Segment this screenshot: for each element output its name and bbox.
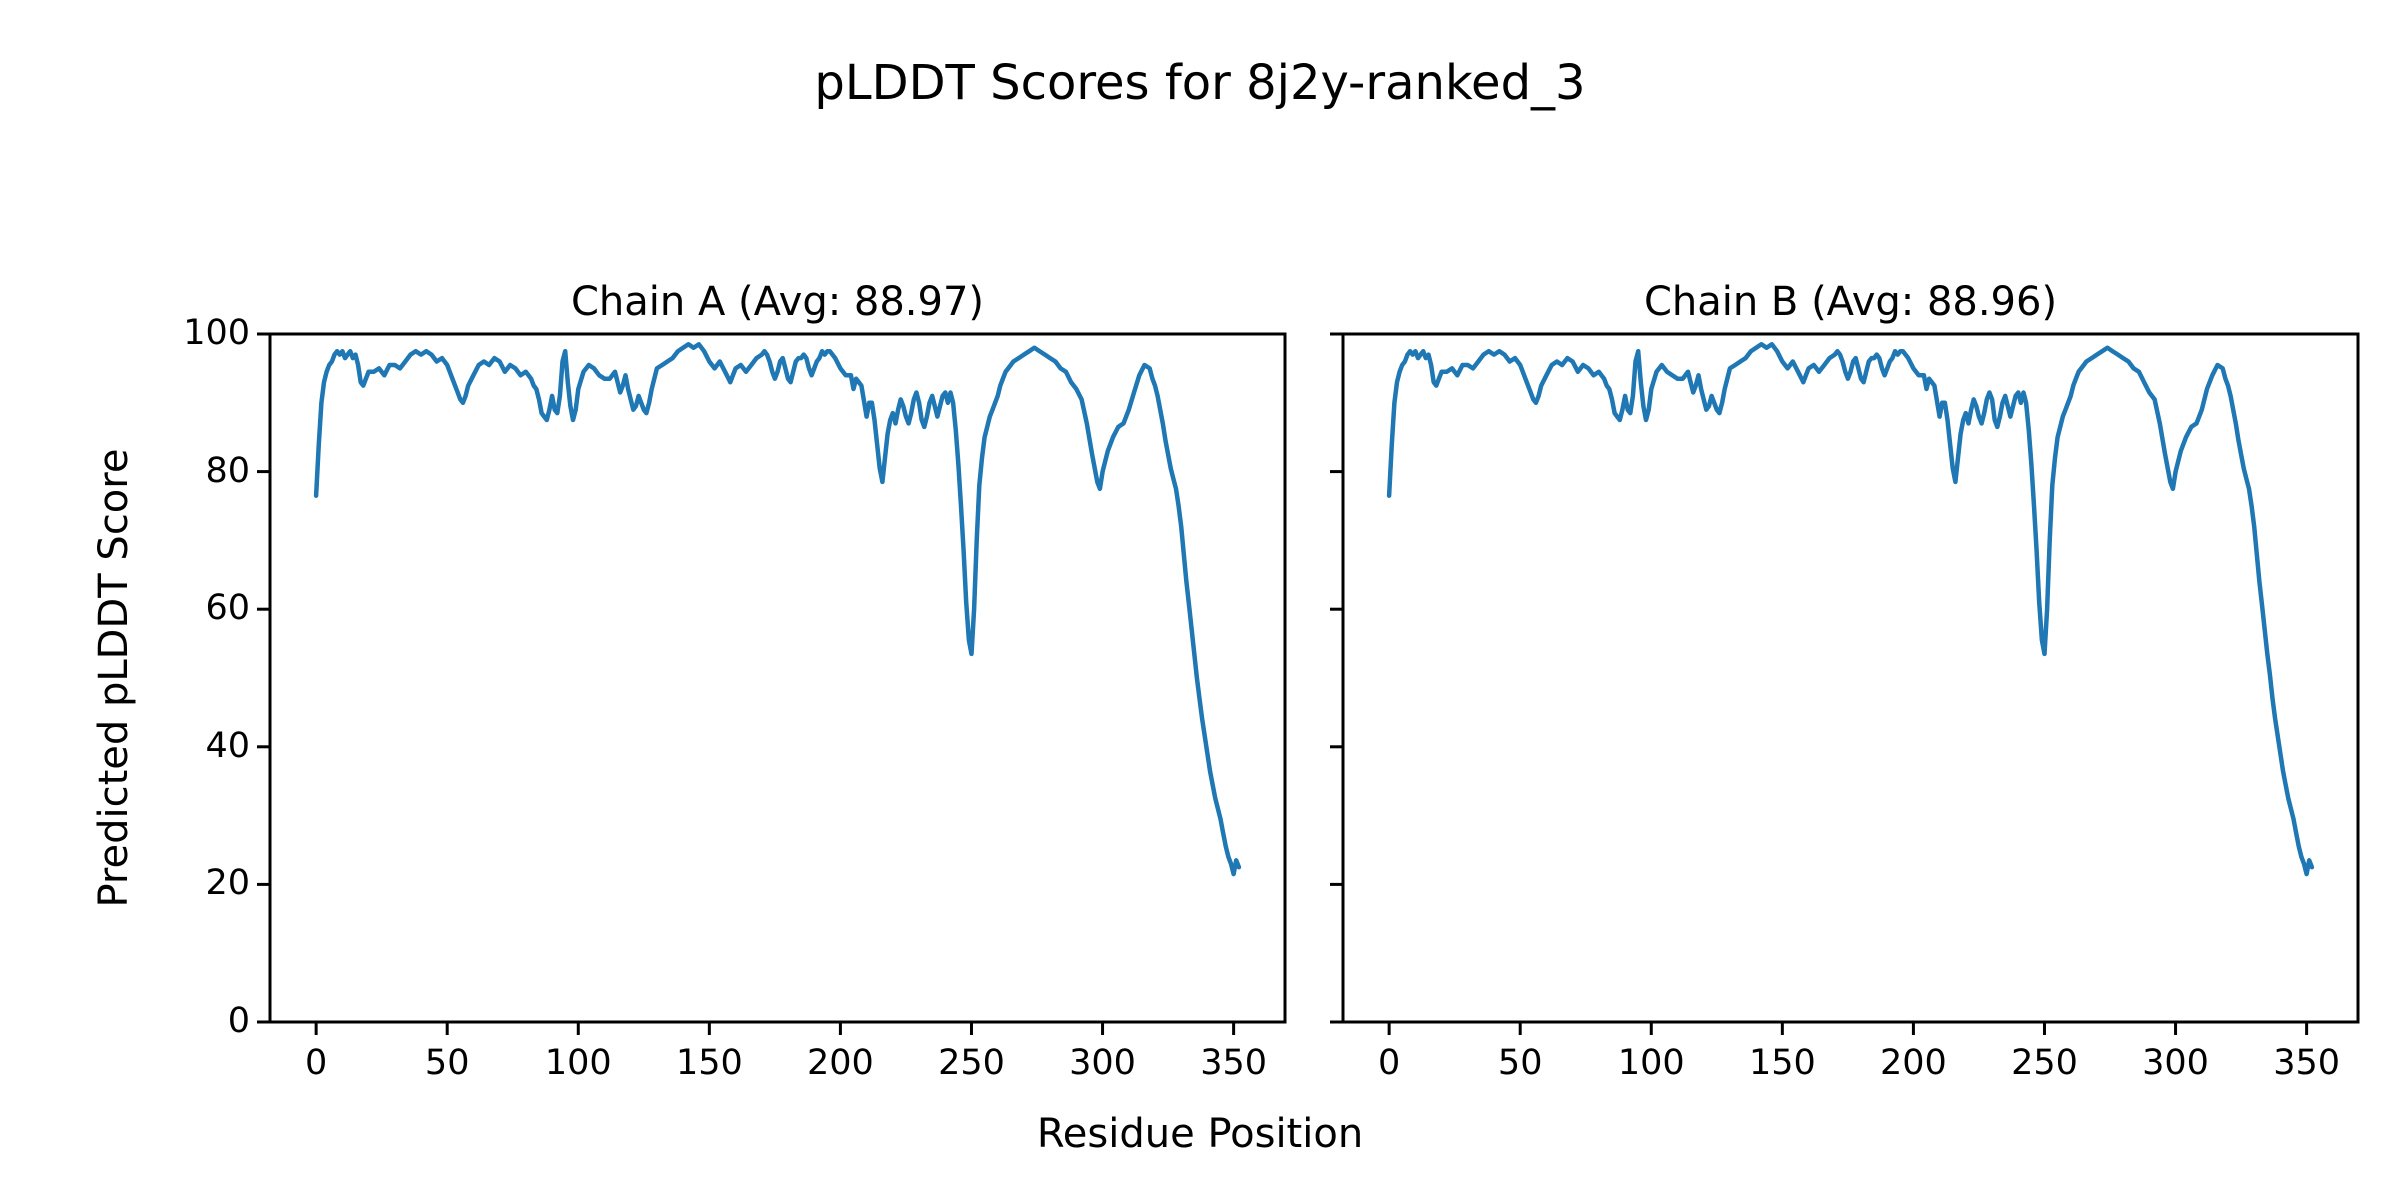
chain-b-x-tick-label: 0 bbox=[1377, 1043, 1401, 1083]
chain-a-y-tick-label: 20 bbox=[205, 863, 250, 904]
chain-a-axes-frame bbox=[268, 332, 1287, 1024]
chain-a-x-tick-label: 300 bbox=[1069, 1043, 1136, 1083]
chain-b-x-tick-label: 350 bbox=[2273, 1043, 2341, 1083]
subplot-chain-a-title: Chain A (Avg: 88.97) bbox=[570, 279, 985, 325]
chain-a-plddt-line bbox=[313, 342, 1242, 877]
chain-a-x-tick-label: 200 bbox=[807, 1043, 874, 1083]
chain-a-x-tick-label: 250 bbox=[938, 1043, 1005, 1083]
chain-b-x-tick-label: 50 bbox=[1497, 1043, 1543, 1083]
chain-a-y-tick-label: 100 bbox=[183, 313, 250, 353]
chain-b-x-tick-label: 150 bbox=[1748, 1043, 1816, 1083]
chain-a-y-tick-label: 40 bbox=[205, 725, 250, 766]
x-axis-label: Residue Position bbox=[1036, 1111, 1364, 1157]
chain-a-x-tick-label: 150 bbox=[675, 1043, 743, 1083]
chain-b-plddt-line bbox=[1386, 342, 2315, 877]
chain-b-x-tick-label: 100 bbox=[1617, 1043, 1685, 1083]
chain-a-y-tick-label: 60 bbox=[205, 588, 250, 629]
chain-a-x-tick-label: 350 bbox=[1200, 1043, 1268, 1083]
chain-a-y-tick-label: 0 bbox=[227, 1001, 250, 1041]
chain-a-y-tick-label: 80 bbox=[205, 450, 250, 491]
subplot-chain-b-title: Chain B (Avg: 88.96) bbox=[1643, 279, 2058, 325]
chain-a-x-tick-label: 0 bbox=[304, 1043, 328, 1083]
chain-b-x-tick-label: 300 bbox=[2142, 1043, 2209, 1083]
figure-title: pLDDT Scores for 8j2y-ranked_3 bbox=[814, 55, 1586, 111]
chain-b-axes-frame bbox=[1341, 332, 2360, 1024]
chain-a-x-tick-label: 50 bbox=[424, 1043, 470, 1083]
chain-a-x-tick-label: 100 bbox=[544, 1043, 612, 1083]
chain-b-x-tick-label: 250 bbox=[2011, 1043, 2078, 1083]
chain-b-x-tick-label: 200 bbox=[1880, 1043, 1947, 1083]
